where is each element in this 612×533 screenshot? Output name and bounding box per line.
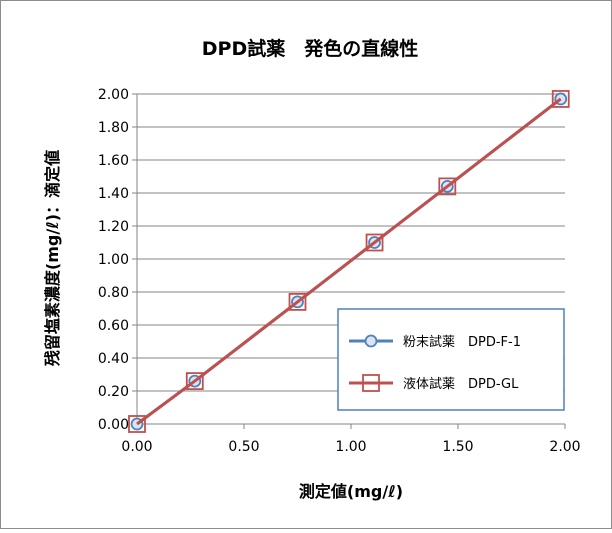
data-point: [365, 233, 384, 252]
y-tick-label: 0.60: [98, 318, 129, 334]
series-2: [128, 90, 570, 433]
x-tick-label: 0.50: [228, 439, 259, 455]
chart-title: DPD試薬 発色の直線性: [202, 37, 418, 60]
legend-label: 液体試薬 DPD-GL: [403, 376, 519, 392]
data-series: [128, 90, 570, 433]
data-point: [185, 372, 204, 391]
y-tick-label: 1.60: [98, 153, 129, 169]
legend-label: 粉末試薬 DPD-F-1: [403, 334, 521, 350]
y-tick-label: 0.20: [98, 384, 129, 400]
series-line: [136, 97, 562, 426]
x-tick-label: 1.00: [335, 439, 366, 455]
x-axis-title: 測定値(mg/ℓ): [299, 482, 403, 501]
y-tick-label: 1.00: [98, 252, 129, 268]
data-point: [438, 177, 457, 196]
y-tick-label: 0.40: [98, 351, 129, 367]
x-tick-label: 1.50: [442, 439, 473, 455]
legend-swatch-marker: [362, 374, 380, 392]
legend-box: [337, 308, 565, 411]
y-tick-label: 1.20: [98, 219, 129, 235]
y-tick-label: 1.40: [98, 186, 129, 202]
axes: 0.00 0.20 0.40 0.60 0.80 1.00 1.20 1.40 1.60 1.80…: [98, 87, 581, 455]
y-tick-label: 0.00: [98, 417, 129, 433]
legend: 粉末試薬 DPD-F-1 液体試薬 DPD-GL: [337, 308, 565, 411]
data-point: [288, 292, 307, 311]
x-tick-label: 0.00: [121, 439, 152, 455]
legend-swatch-marker: [364, 334, 378, 348]
y-tick-label: 2.00: [98, 87, 129, 103]
data-point: [128, 415, 146, 433]
data-point: [551, 90, 570, 108]
y-axis-title: 残留塩素濃度(mg/ℓ)：滴定値: [43, 150, 62, 366]
x-tick-label: 2.00: [549, 439, 580, 455]
y-tick-label: 0.80: [98, 285, 129, 301]
y-tick-label: 1.80: [98, 120, 129, 136]
